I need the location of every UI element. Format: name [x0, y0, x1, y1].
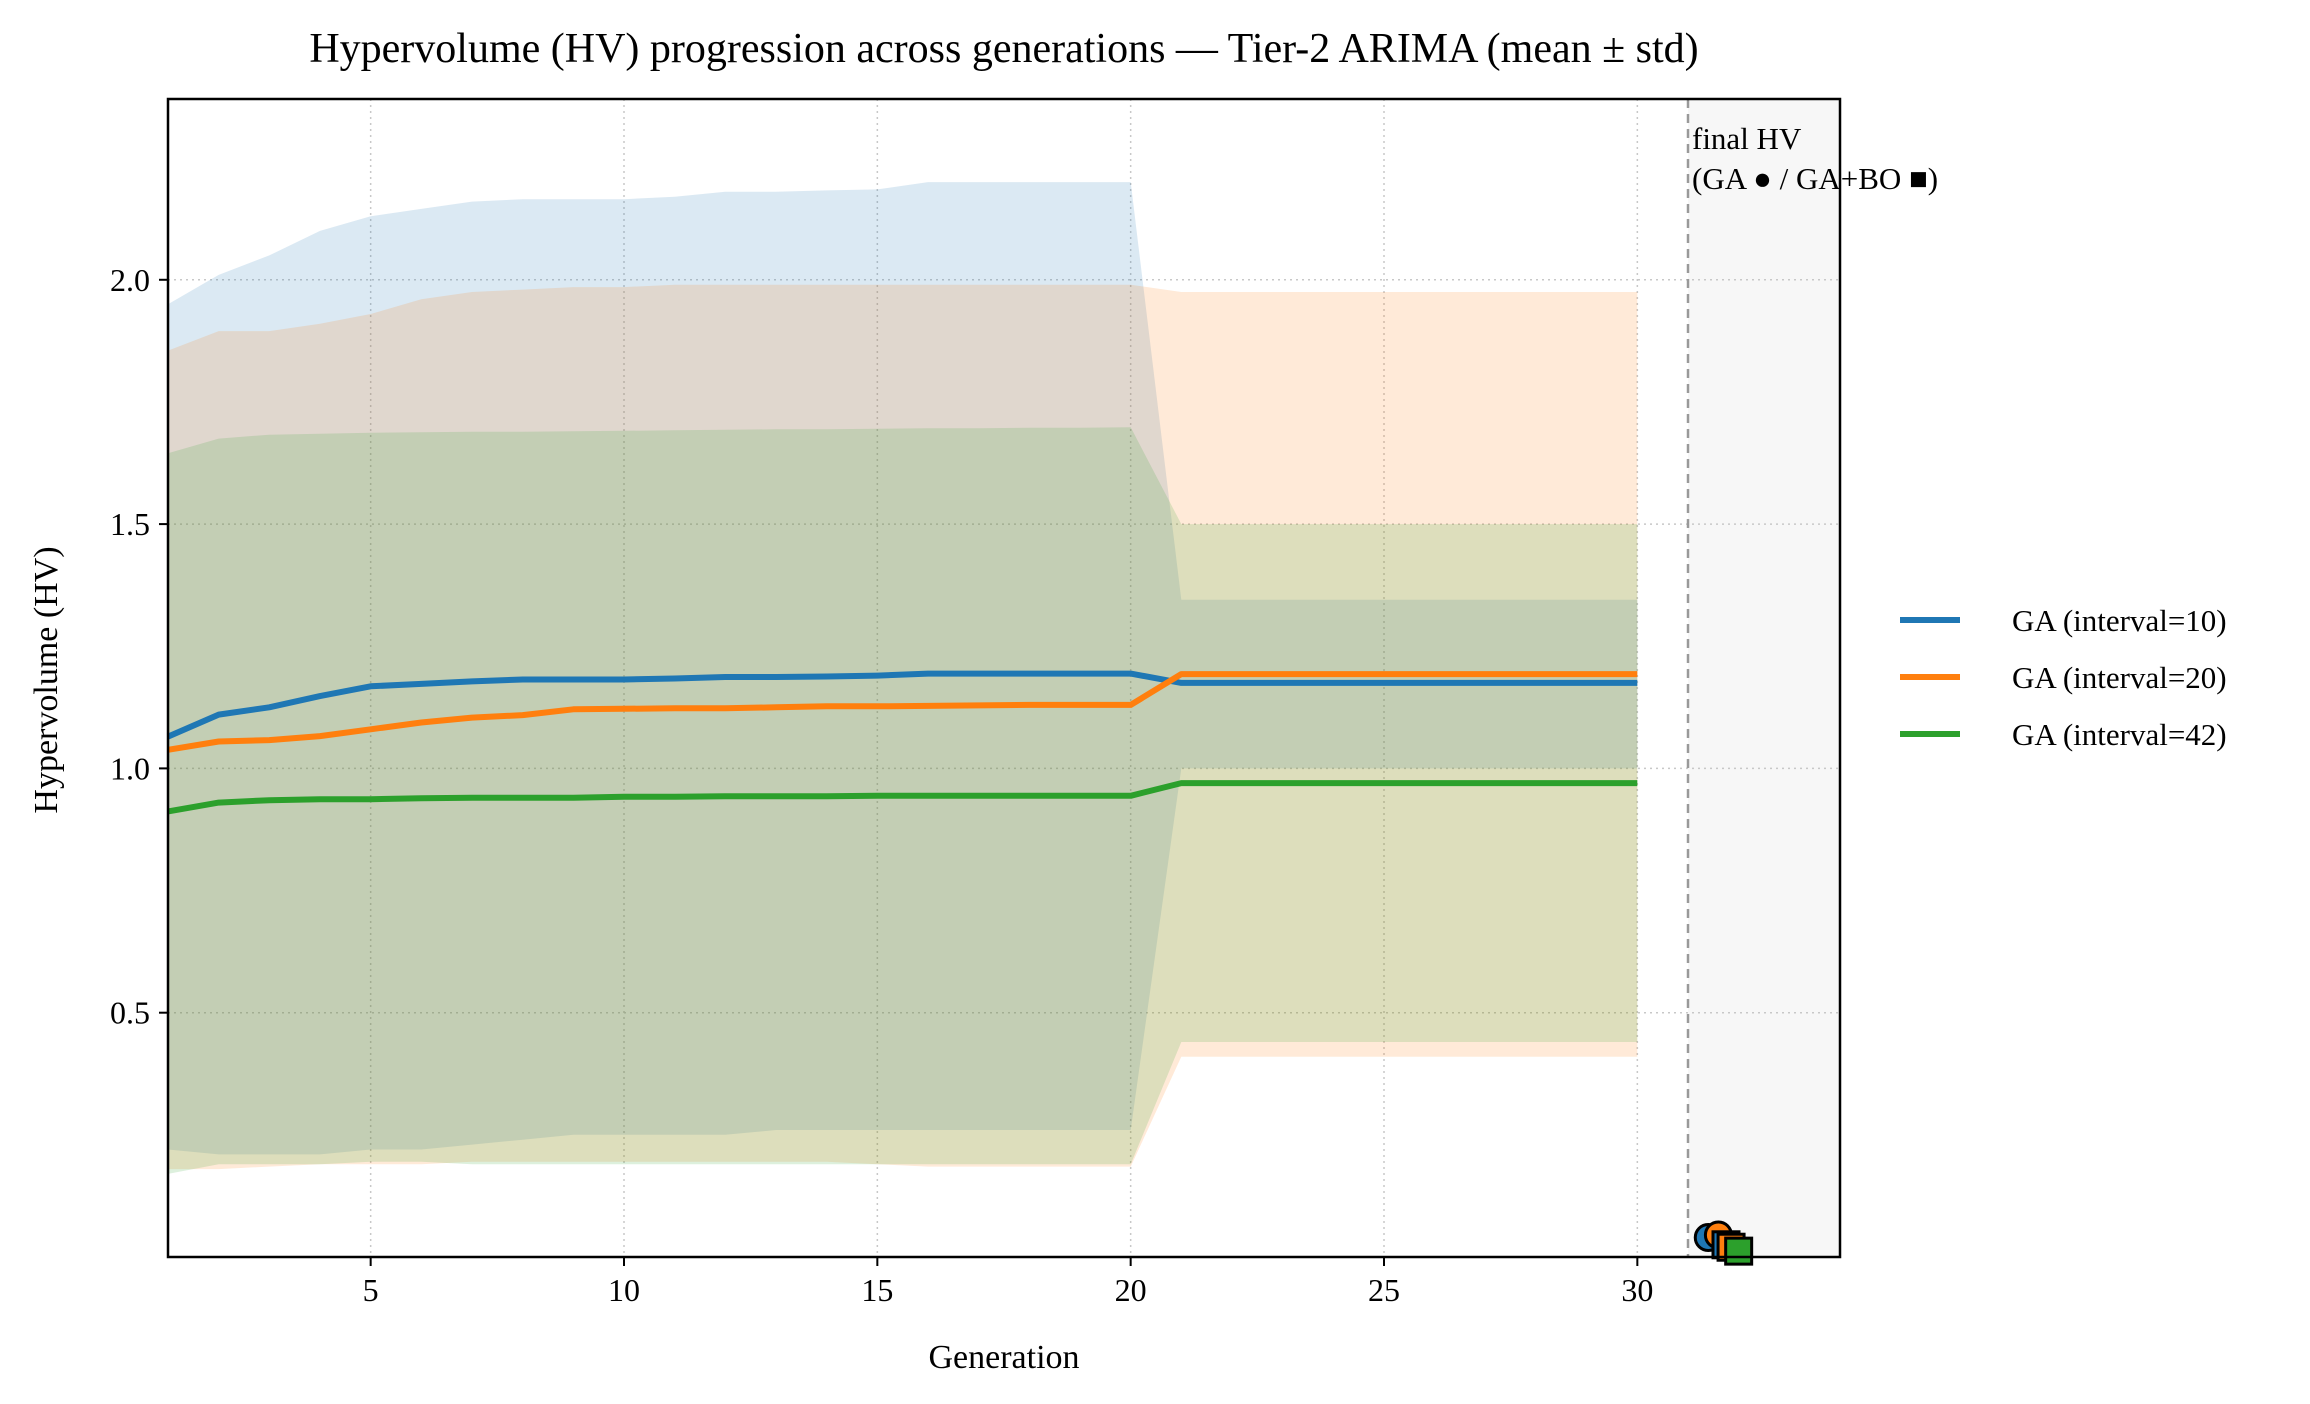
x-axis-ticks: 5 10 15 20 25 30 [363, 1257, 1653, 1308]
std-band-series-2 [168, 284, 1638, 1170]
plot-area: final HV (GA ● / GA+BO ■) [166, 97, 1938, 1266]
x-tick-label: 30 [1621, 1272, 1653, 1308]
x-tick-label: 15 [861, 1272, 893, 1308]
legend-label: GA (interval=10) [2012, 603, 2227, 638]
x-tick-label: 5 [363, 1272, 379, 1308]
mean-lines [166, 670, 1638, 815]
std-band-series-1 [168, 182, 1638, 1155]
x-tick-label: 25 [1368, 1272, 1400, 1308]
final-hv-note-line1: final HV [1692, 121, 1802, 156]
mean-line-series-1 [166, 670, 1638, 740]
y-tick-label: 2.0 [110, 262, 150, 298]
final-hv-note-line2: (GA ● / GA+BO ■) [1692, 161, 1938, 196]
mean-line-series-3 [167, 780, 1638, 815]
final-hv-panel [1688, 99, 1840, 1257]
std-band-series-3 [168, 427, 1638, 1174]
grid-lines [168, 99, 1840, 1257]
y-tick-label: 0.5 [110, 995, 150, 1031]
x-tick-label: 10 [608, 1272, 640, 1308]
plot-frame [166, 97, 1842, 1259]
y-tick-label: 1.5 [110, 506, 150, 542]
y-tick-label: 1.0 [110, 750, 150, 786]
legend-label: GA (interval=42) [2012, 717, 2227, 752]
x-tick-label: 20 [1115, 1272, 1147, 1308]
std-bands [168, 182, 1638, 1174]
x-axis-label: Generation [928, 1339, 1079, 1376]
final-hv-marker-ga-bo [1724, 1236, 1754, 1266]
chart-title: Hypervolume (HV) progression across gene… [309, 26, 1698, 72]
legend: GA (interval=10) GA (interval=20) GA (inte… [1900, 603, 2227, 752]
y-axis-ticks: 0.5 1.0 1.5 2.0 [110, 262, 168, 1031]
mean-line-series-2 [167, 671, 1638, 753]
y-axis-label: Hypervolume (HV) [28, 546, 65, 813]
legend-label: GA (interval=20) [2012, 660, 2227, 695]
